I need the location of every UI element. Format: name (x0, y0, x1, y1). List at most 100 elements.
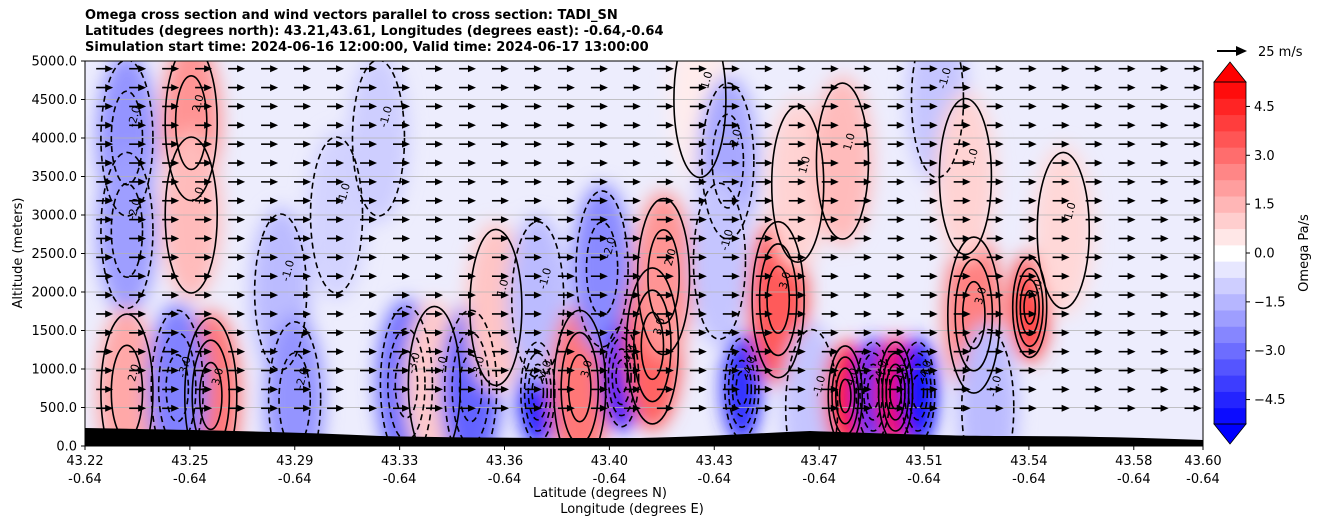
wind-vector (722, 84, 740, 92)
wind-vector (722, 140, 740, 148)
wind-vector (590, 234, 608, 242)
wind-vector (96, 291, 114, 299)
wind-vector (261, 216, 279, 224)
wind-vector (1151, 367, 1169, 375)
wind-vector (854, 253, 872, 261)
wind-vector (524, 178, 542, 186)
wind-vector (425, 178, 443, 186)
wind-vector (327, 65, 345, 73)
contour-line (458, 354, 483, 423)
wind-vector (821, 159, 839, 167)
wind-vector (722, 121, 740, 129)
wind-vector (458, 272, 476, 280)
wind-vector (788, 216, 806, 224)
wind-vector (1184, 178, 1202, 186)
wind-vector (195, 102, 213, 110)
wind-vector (393, 102, 411, 110)
chart-title-line-2: Latitudes (degrees north): 43.21,43.61, … (85, 24, 664, 39)
wind-vector (491, 140, 509, 148)
wind-vector (261, 102, 279, 110)
wind-vector (524, 367, 542, 375)
wind-vector (294, 385, 312, 393)
wind-vector (788, 234, 806, 242)
wind-vector (294, 253, 312, 261)
wind-vector (261, 367, 279, 375)
wind-vector (491, 329, 509, 337)
wind-vector (1184, 367, 1202, 375)
wind-vector (953, 367, 971, 375)
colorbar-extend-high (1213, 61, 1247, 83)
colorbar-segment (1214, 261, 1246, 278)
wind-vector (96, 367, 114, 375)
wind-vector (953, 329, 971, 337)
wind-vector (557, 178, 575, 186)
wind-vector (623, 329, 641, 337)
wind-vector (590, 291, 608, 299)
colorbar-segment (1214, 244, 1246, 262)
wind-vector (1118, 140, 1136, 148)
contour-line (751, 220, 805, 379)
wind-vector (393, 84, 411, 92)
contour-line (838, 378, 852, 414)
wind-vector (755, 140, 773, 148)
wind-vector (1085, 178, 1103, 186)
wind-vector (228, 272, 246, 280)
wind-vector (788, 102, 806, 110)
wind-vector (96, 234, 114, 242)
contour-label: -1.0 (936, 66, 954, 90)
wind-vector (491, 272, 509, 280)
wind-vector (788, 329, 806, 337)
wind-vector (557, 329, 575, 337)
wind-vector (1085, 140, 1103, 148)
colorbar-segment (1214, 293, 1246, 311)
wind-vector (360, 348, 378, 356)
x-tick-label-lat: 43.54 (1010, 454, 1047, 469)
wind-vector (96, 272, 114, 280)
wind-vector (458, 84, 476, 92)
wind-vector (524, 272, 542, 280)
wind-vector (557, 234, 575, 242)
wind-vector (491, 253, 509, 261)
wind-vector (953, 348, 971, 356)
contour-line (100, 151, 154, 310)
wind-vector (722, 102, 740, 110)
wind-vector (1019, 348, 1037, 356)
wind-vector (294, 178, 312, 186)
wind-vector (425, 348, 443, 356)
wind-vector (623, 291, 641, 299)
wind-vector (689, 291, 707, 299)
wind-vector (360, 310, 378, 318)
x-tick-label-lat: 43.47 (801, 454, 838, 469)
wind-vector (1151, 65, 1169, 73)
contour-line (278, 352, 312, 446)
wind-vector (590, 140, 608, 148)
wind-vector (722, 197, 740, 205)
wind-vector (689, 121, 707, 129)
wind-vector (1118, 216, 1136, 224)
wind-vector (821, 385, 839, 393)
x-tick-label-lon: -0.64 (488, 472, 522, 487)
wind-vector (195, 140, 213, 148)
wind-vector (1019, 367, 1037, 375)
wind-vector (261, 140, 279, 148)
wind-vector (1151, 121, 1169, 129)
contour-label: -1.0 (536, 266, 554, 290)
contour-line (531, 374, 545, 410)
wind-vector (1151, 329, 1169, 337)
wind-vector (524, 140, 542, 148)
wind-vector (1019, 253, 1037, 261)
contour-line (183, 317, 238, 446)
wind-vector (1052, 234, 1070, 242)
wind-vector (1085, 84, 1103, 92)
wind-vector (491, 65, 509, 73)
wind-vector (689, 385, 707, 393)
wind-vector (425, 140, 443, 148)
wind-vector (195, 197, 213, 205)
contour-label: 3.0 (972, 286, 989, 306)
contour-label: -1.0 (986, 374, 1004, 398)
wind-vector (1184, 348, 1202, 356)
wind-vector (920, 178, 938, 186)
wind-vector (854, 272, 872, 280)
wind-vector (162, 234, 180, 242)
